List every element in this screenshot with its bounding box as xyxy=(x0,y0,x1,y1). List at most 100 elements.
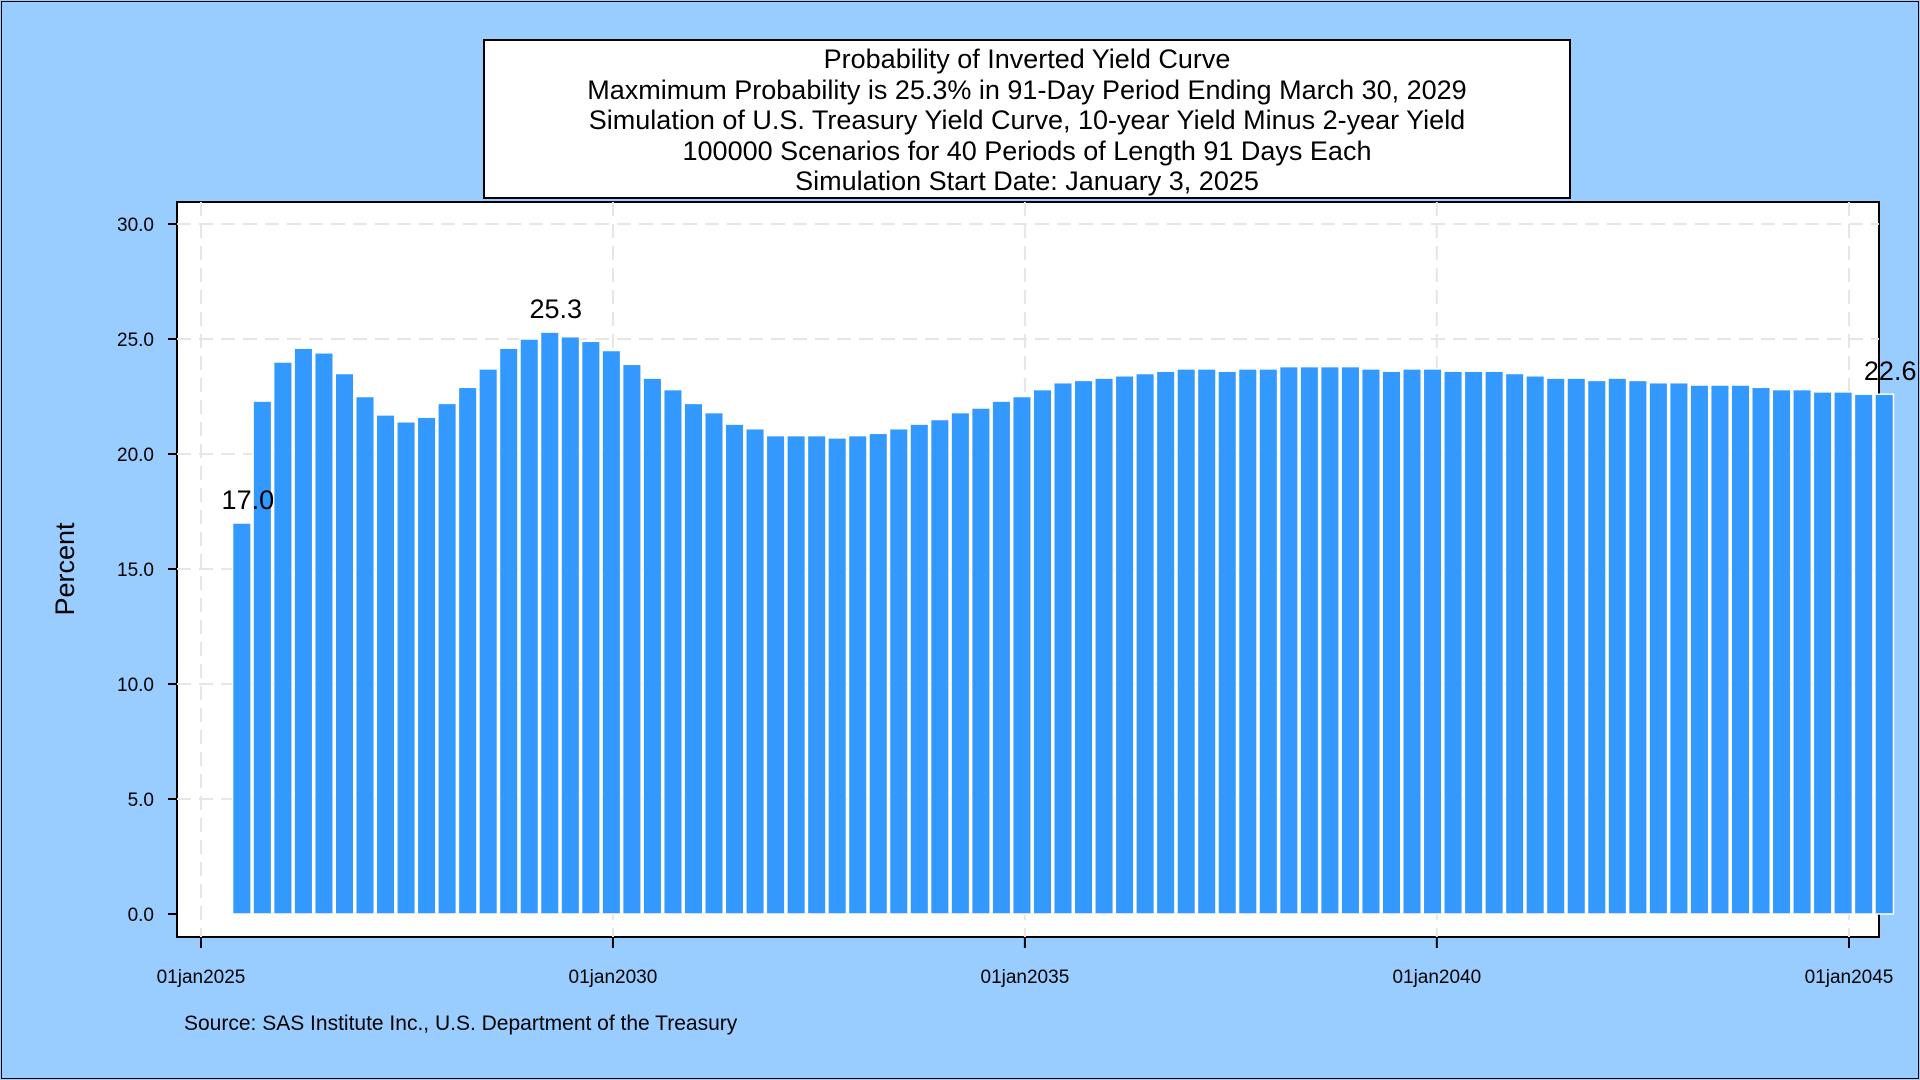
bar xyxy=(1689,384,1710,915)
bar xyxy=(1011,395,1032,915)
bar xyxy=(1668,381,1689,915)
bar xyxy=(416,416,437,915)
bar xyxy=(560,335,581,915)
bar xyxy=(970,407,991,915)
bar xyxy=(457,386,478,915)
bar xyxy=(662,388,683,915)
bar xyxy=(868,432,889,915)
bar xyxy=(621,363,642,915)
y-tick-label: 25.0 xyxy=(117,330,154,351)
bar xyxy=(334,372,355,915)
bar xyxy=(1402,368,1423,915)
bar xyxy=(1853,393,1874,915)
bar xyxy=(293,347,314,915)
bar xyxy=(1032,388,1053,915)
bar xyxy=(745,427,766,915)
bar xyxy=(478,368,499,915)
bar xyxy=(1422,368,1443,915)
bar xyxy=(1278,365,1299,915)
bar xyxy=(1771,388,1792,915)
bar xyxy=(519,338,540,915)
y-tick-label: 10.0 xyxy=(117,675,154,696)
x-tick-label: 01jan2045 xyxy=(1805,967,1894,988)
bar xyxy=(847,434,868,915)
bar xyxy=(1463,370,1484,915)
bar xyxy=(1155,370,1176,915)
bar xyxy=(1792,388,1813,915)
bar xyxy=(1545,377,1566,915)
bar xyxy=(354,395,376,915)
bar xyxy=(252,400,273,915)
bar xyxy=(1094,377,1115,915)
bar xyxy=(1525,375,1546,915)
bar xyxy=(683,402,704,915)
bar xyxy=(1874,393,1895,915)
bar xyxy=(703,411,725,915)
bar xyxy=(1586,379,1607,915)
bar xyxy=(1114,375,1135,915)
bar xyxy=(375,414,396,915)
bar xyxy=(1607,377,1628,915)
bar xyxy=(1360,368,1381,915)
chart-subtitle-1: Maxmimum Probability is 25.3% in 91-Day … xyxy=(587,74,1467,105)
bar xyxy=(1566,377,1587,915)
bar xyxy=(1751,386,1772,915)
y-axis-label: Percent xyxy=(50,522,80,616)
bar xyxy=(642,377,663,915)
bar xyxy=(1319,365,1340,915)
y-tick-label: 20.0 xyxy=(117,445,154,466)
bar xyxy=(1196,368,1217,915)
chart-subtitle-2: Simulation of U.S. Treasury Yield Curve,… xyxy=(588,105,1466,136)
bar xyxy=(396,421,417,915)
bar xyxy=(1237,368,1258,915)
bar xyxy=(498,347,519,915)
bar xyxy=(580,340,601,915)
bar xyxy=(827,437,848,915)
bar xyxy=(1381,370,1402,915)
bar xyxy=(1073,379,1094,915)
bar xyxy=(929,418,950,915)
data-label: 22.6 xyxy=(1864,356,1917,386)
bar xyxy=(1709,384,1730,915)
bar xyxy=(1833,391,1854,915)
bar xyxy=(1627,379,1648,915)
bar xyxy=(1258,368,1279,915)
chart-title: Probability of Inverted Yield Curve xyxy=(823,44,1231,75)
bar xyxy=(1484,370,1505,915)
bar xyxy=(601,349,622,915)
bar xyxy=(950,411,971,915)
bar xyxy=(991,400,1012,915)
bar xyxy=(272,361,293,915)
bar xyxy=(1812,391,1833,915)
y-tick-label: 30.0 xyxy=(117,215,154,236)
bar xyxy=(231,522,252,915)
data-label: 17.0 xyxy=(222,485,275,515)
x-tick-label: 01jan2025 xyxy=(157,967,246,988)
bar xyxy=(806,434,827,915)
bar xyxy=(765,434,786,915)
bar xyxy=(1648,381,1669,915)
bar xyxy=(1135,372,1156,915)
bar xyxy=(724,423,745,915)
bar xyxy=(539,331,560,915)
bar xyxy=(909,423,930,915)
y-tick-label: 15.0 xyxy=(117,560,154,581)
chart-subtitle-4: Simulation Start Date: January 3, 2025 xyxy=(795,166,1259,197)
bar xyxy=(1443,370,1464,915)
bar xyxy=(888,427,909,915)
bar xyxy=(1340,365,1361,915)
bar xyxy=(1176,368,1197,915)
source-note: Source: SAS Institute Inc., U.S. Departm… xyxy=(184,1012,738,1035)
x-tick-label: 01jan2030 xyxy=(569,967,658,988)
bar xyxy=(437,402,458,915)
y-tick-label: 5.0 xyxy=(128,790,154,811)
data-label: 25.3 xyxy=(529,294,582,324)
bar xyxy=(1217,370,1238,915)
bar xyxy=(1299,365,1320,915)
y-tick-label: 0.0 xyxy=(128,905,154,926)
bar xyxy=(1730,384,1751,915)
chart-title-box: Probability of Inverted Yield Curve Maxm… xyxy=(483,39,1571,199)
bar xyxy=(1504,372,1525,915)
x-tick-label: 01jan2035 xyxy=(981,967,1070,988)
